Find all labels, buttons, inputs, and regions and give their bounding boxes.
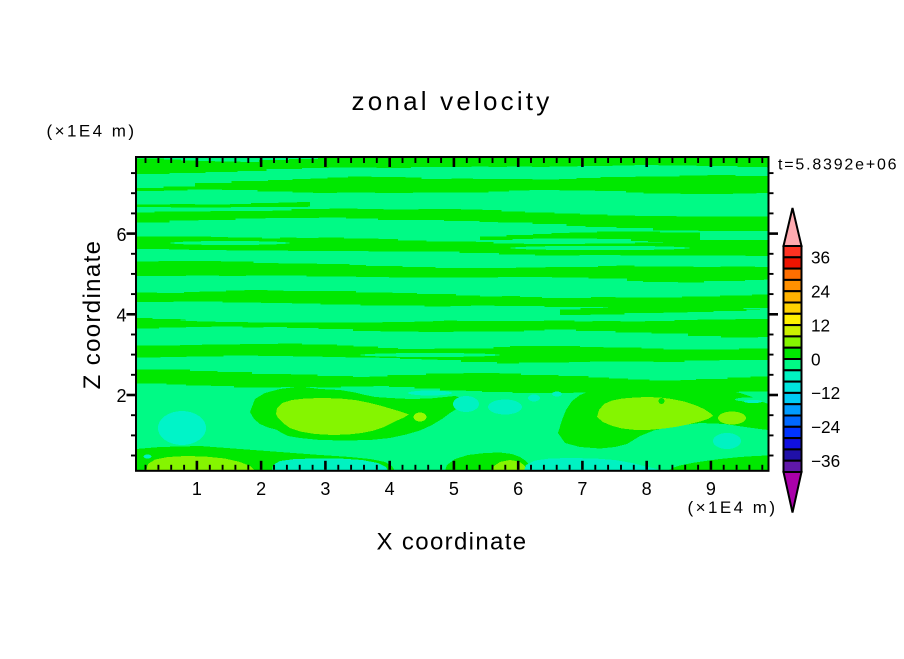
svg-text:−12: −12 bbox=[811, 383, 840, 403]
svg-text:−36: −36 bbox=[811, 451, 840, 471]
svg-text:5: 5 bbox=[449, 479, 459, 499]
svg-text:36: 36 bbox=[811, 248, 830, 268]
svg-text:4: 4 bbox=[385, 479, 395, 499]
svg-text:t=5.8392e+06: t=5.8392e+06 bbox=[778, 157, 898, 174]
svg-text:7: 7 bbox=[577, 479, 587, 499]
svg-text:2: 2 bbox=[256, 479, 266, 499]
svg-text:zonal velocity: zonal velocity bbox=[352, 86, 553, 116]
svg-text:0: 0 bbox=[811, 349, 821, 369]
svg-text:6: 6 bbox=[116, 225, 126, 245]
svg-text:4: 4 bbox=[116, 306, 126, 326]
svg-text:(×1E4 m): (×1E4 m) bbox=[47, 122, 137, 141]
svg-text:6: 6 bbox=[513, 479, 523, 499]
svg-text:12: 12 bbox=[811, 315, 830, 335]
svg-text:1: 1 bbox=[192, 479, 202, 499]
svg-text:2: 2 bbox=[116, 386, 126, 406]
svg-text:(×1E4 m): (×1E4 m) bbox=[688, 498, 778, 517]
svg-text:9: 9 bbox=[706, 479, 716, 499]
svg-text:8: 8 bbox=[642, 479, 652, 499]
svg-text:3: 3 bbox=[320, 479, 330, 499]
svg-text:24: 24 bbox=[811, 282, 831, 302]
svg-text:−24: −24 bbox=[811, 417, 841, 437]
svg-text:X coordinate: X coordinate bbox=[377, 529, 528, 556]
svg-text:Z coordinate: Z coordinate bbox=[79, 240, 106, 390]
